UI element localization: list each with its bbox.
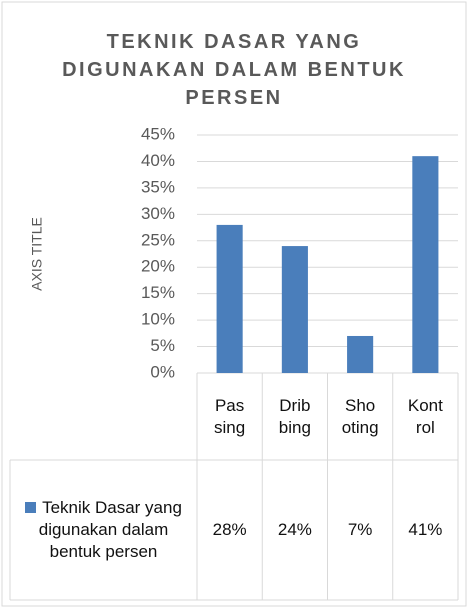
y-tick-label: 5% (150, 336, 175, 355)
legend-swatch (25, 502, 37, 513)
y-tick-label: 45% (141, 124, 175, 143)
data-table-value: 28% (212, 520, 247, 539)
bar (216, 224, 243, 373)
y-tick-label: 35% (141, 177, 175, 196)
data-table-value: 41% (408, 520, 443, 539)
bar (281, 246, 308, 373)
category-label: Passing (214, 395, 246, 437)
y-tick-label: 0% (150, 362, 175, 381)
legend-entry: Teknik Dasar yang digunakan dalam bentuk… (16, 497, 191, 563)
chart-title: TEKNIK DASAR YANG DIGUNAKAN DALAM BENTUK… (62, 31, 406, 109)
y-tick-label: 30% (141, 204, 175, 223)
data-table-value: 7% (347, 520, 373, 539)
bar (412, 156, 439, 373)
y-tick-label: 20% (141, 257, 175, 276)
category-label: Shooting (341, 395, 379, 437)
legend-label: Teknik Dasar yang digunakan dalam bentuk… (38, 498, 182, 561)
y-axis-title: AXIS TITLE (29, 217, 45, 291)
bar (347, 335, 374, 373)
y-tick-label: 15% (141, 283, 175, 302)
category-label: Kontrol (407, 395, 443, 437)
y-tick-label: 25% (141, 230, 175, 249)
legend-cell: Teknik Dasar yang digunakan dalam bentuk… (10, 460, 197, 600)
data-table-value: 24% (277, 520, 312, 539)
y-tick-label: 10% (141, 310, 175, 329)
y-tick-label: 40% (141, 151, 175, 170)
category-label: Dribbing (278, 395, 311, 437)
